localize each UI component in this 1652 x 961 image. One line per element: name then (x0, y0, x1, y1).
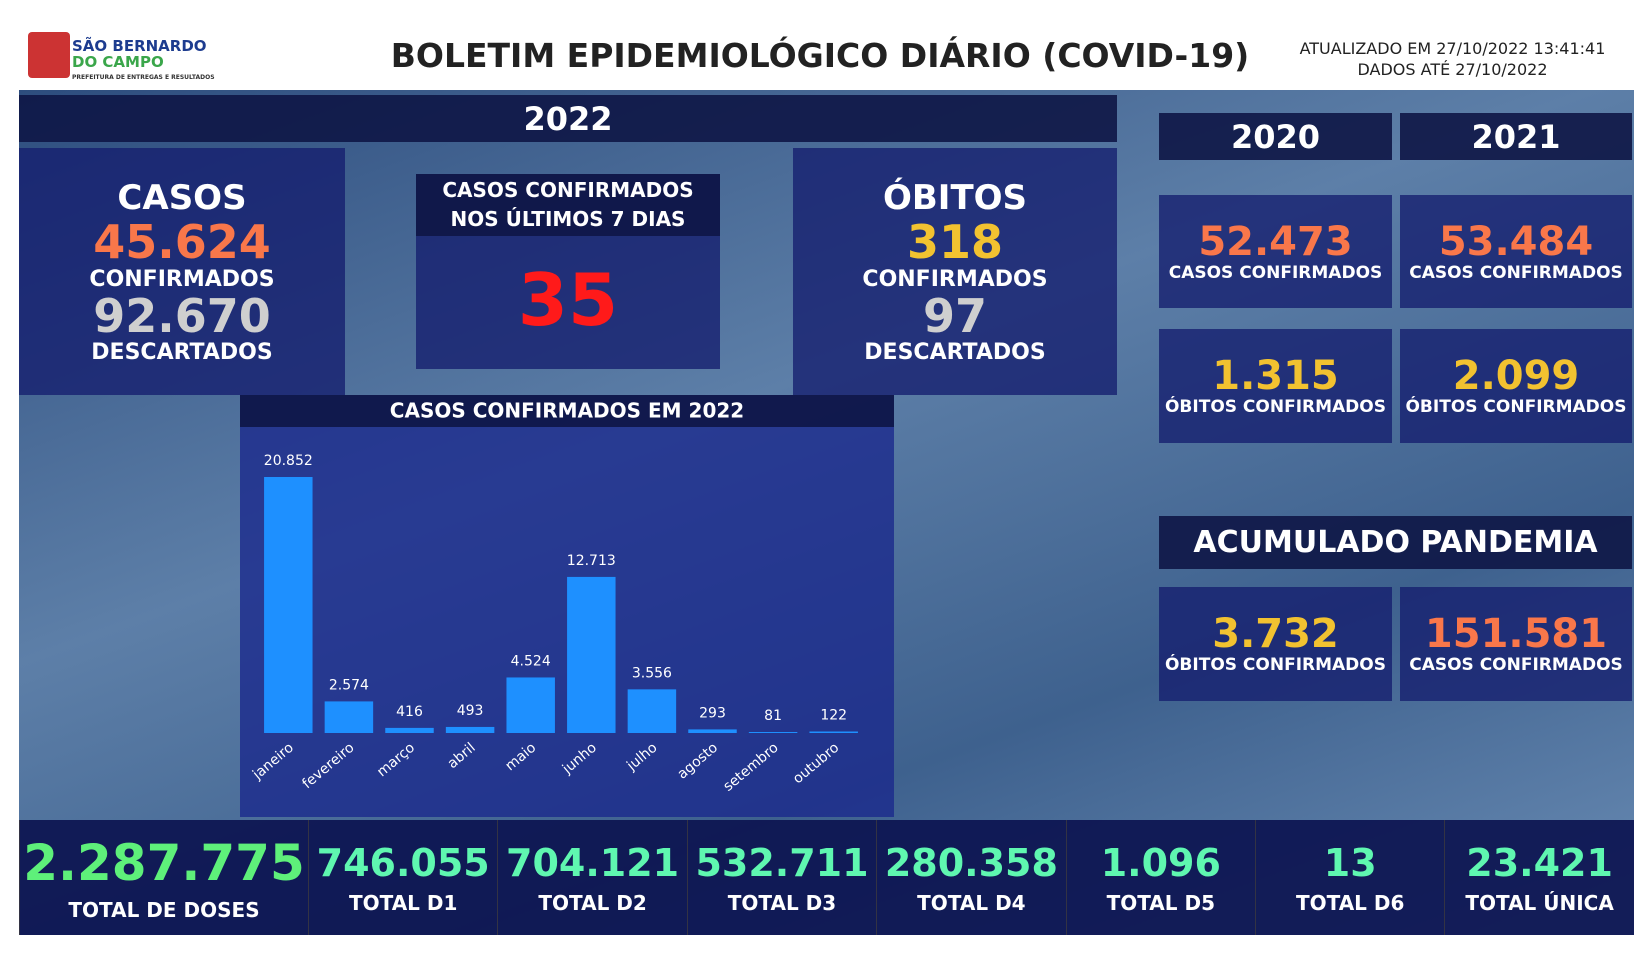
dose-label: TOTAL D1 (348, 890, 458, 915)
confirmed-value: 45.624 (93, 215, 271, 270)
value-label: 20.852 (264, 453, 313, 469)
dose-label: TOTAL D6 (1295, 890, 1405, 915)
title: BOLETIM EPIDEMIOLÓGICO DIÁRIO (COVID-19) (390, 36, 1250, 75)
year-cases: 53.484 CASOS CONFIRMADOS (1400, 195, 1632, 308)
dose-label: TOTAL ÚNICA (1465, 890, 1614, 915)
confirmed-value: 318 (906, 215, 1004, 270)
dose-value: 23.421 (1466, 840, 1613, 885)
year-header: 2022 (19, 95, 1117, 142)
dose-value: 1.096 (1100, 840, 1221, 885)
value-label: 12.713 (567, 553, 616, 569)
discarded-label: DESCARTADOS (864, 339, 1046, 365)
value-label: 2.574 (329, 677, 369, 693)
bar (385, 727, 434, 733)
dose-value: 746.055 (316, 840, 490, 885)
value-label: 493 (457, 703, 484, 719)
last7-value: 35 (517, 258, 619, 342)
logo-crest (28, 32, 70, 78)
year-header: 2020 (1159, 113, 1392, 160)
value-label: 81 (764, 708, 782, 724)
value-label: 416 (396, 704, 423, 720)
cumulative-deaths: 3.732 ÓBITOS CONFIRMADOS (1159, 587, 1392, 701)
dose-cell: 746.055 TOTAL D1 (308, 820, 498, 935)
chart-title: CASOS CONFIRMADOS EM 2022 (390, 399, 744, 423)
dose-cell: 13 TOTAL D6 (1255, 820, 1445, 935)
dose-label: TOTAL D5 (1106, 890, 1215, 915)
deaths-box: ÓBITOS 318 CONFIRMADOS 97 DESCARTADOS (793, 148, 1117, 395)
dose-cell: 704.121 TOTAL D2 (497, 820, 687, 935)
confirmed-label: CONFIRMADOS (862, 266, 1048, 292)
year-cases: 52.473 CASOS CONFIRMADOS (1159, 195, 1392, 308)
dose-cell: 1.096 TOTAL D5 (1065, 820, 1255, 935)
value: 3.732 (1212, 611, 1339, 657)
year-deaths: 1.315 ÓBITOS CONFIRMADOS (1159, 329, 1392, 443)
last7-title: CASOS CONFIRMADOS NOS ÚLTIMOS 7 DIAS (416, 174, 720, 236)
year-deaths: 2.099 ÓBITOS CONFIRMADOS (1400, 329, 1632, 443)
dose-cell: 23.421 TOTAL ÚNICA (1444, 820, 1634, 935)
dose-value: 532.711 (695, 840, 869, 885)
confirmed-label: CONFIRMADOS (89, 266, 275, 292)
dose-cell: 280.358 TOTAL D4 (876, 820, 1066, 935)
label: ÓBITOS CONFIRMADOS (1164, 397, 1386, 417)
value: 1.315 (1212, 353, 1339, 399)
value: 151.581 (1424, 611, 1608, 657)
dose-value: 704.121 (506, 840, 680, 885)
dose-cell: 2.287.775 TOTAL DE DOSES (19, 820, 308, 935)
cumulative-title: ACUMULADO PANDEMIA (1159, 516, 1632, 569)
updated: ATUALIZADO EM 27/10/2022 13:41:41 (1299, 39, 1606, 58)
discarded-label: DESCARTADOS (91, 339, 273, 365)
label: CASOS CONFIRMADOS (1409, 262, 1623, 283)
discarded-value: 97 (922, 288, 987, 343)
dose-label: TOTAL D2 (538, 890, 647, 915)
box-title: ÓBITOS (882, 178, 1028, 219)
title-line: NOS ÚLTIMOS 7 DIAS (450, 207, 686, 231)
bar (688, 729, 737, 733)
bar (264, 477, 313, 733)
bar (567, 576, 616, 733)
year-header: 2021 (1400, 113, 1632, 160)
update-info: ATUALIZADO EM 27/10/2022 13:41:41 DADOS … (1280, 38, 1625, 80)
logo: SÃO BERNARDO DO CAMPO PREFEITURA DE ENTR… (72, 38, 215, 86)
value-label: 4.524 (511, 653, 551, 669)
dose-cell: 532.711 TOTAL D3 (686, 820, 877, 935)
value: 52.473 (1198, 218, 1353, 265)
cumulative-cases: 151.581 CASOS CONFIRMADOS (1400, 587, 1632, 701)
value-label: 122 (820, 708, 847, 724)
label: ÓBITOS CONFIRMADOS (1405, 397, 1627, 417)
dose-value: 280.358 (884, 840, 1058, 885)
bar (627, 689, 677, 733)
discarded-value: 92.670 (93, 288, 271, 343)
bar (445, 726, 495, 733)
value-label: 3.556 (632, 665, 672, 681)
label: CASOS CONFIRMADOS (1409, 655, 1623, 675)
value-label: 293 (699, 705, 726, 721)
logo-subtitle: PREFEITURA DE ENTREGAS E RESULTADOS (72, 74, 215, 81)
bar (324, 701, 374, 733)
dose-label: TOTAL D4 (917, 890, 1026, 915)
logo-text: SÃO BERNARDO (72, 37, 207, 55)
box-title: CASOS (117, 178, 247, 219)
dose-label: TOTAL D3 (727, 890, 837, 915)
bar (506, 677, 555, 733)
cases-box: CASOS 45.624 CONFIRMADOS 92.670 DESCARTA… (19, 148, 345, 395)
chart-bg (240, 395, 894, 817)
value: 53.484 (1438, 218, 1594, 265)
chart-title-bg (240, 395, 894, 427)
label: CASOS CONFIRMADOS (1168, 262, 1383, 283)
chart: CASOS CONFIRMADOS EM 2022 20.852janeiro2… (240, 395, 894, 817)
label: ÓBITOS CONFIRMADOS (1164, 655, 1386, 675)
dose-value: 2.287.775 (23, 833, 305, 892)
dose-value: 13 (1323, 840, 1377, 885)
last7-box: CASOS CONFIRMADOS NOS ÚLTIMOS 7 DIAS 35 (416, 174, 720, 369)
bar (809, 731, 858, 733)
logo-text: DO CAMPO (72, 53, 164, 71)
data-until: DADOS ATÉ 27/10/2022 (1357, 60, 1548, 79)
dose-label: TOTAL DE DOSES (68, 897, 260, 922)
bar (748, 732, 798, 733)
title-line: CASOS CONFIRMADOS (442, 178, 694, 202)
value: 2.099 (1452, 353, 1580, 399)
